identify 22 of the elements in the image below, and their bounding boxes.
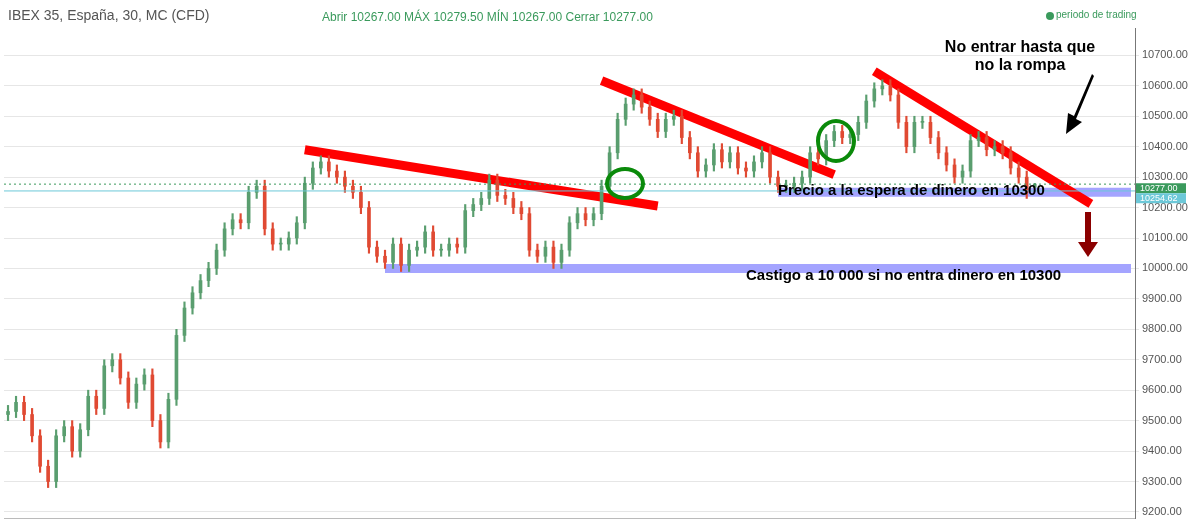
ref-line-label: 10277.00 xyxy=(1140,183,1178,194)
y-tick-label: 9400.00 xyxy=(1142,444,1182,457)
y-tick-label: 9800.00 xyxy=(1142,322,1182,335)
text: Abrir 10267.00 MÁX 10279.50 MÍN 10267.00 Cerrar 10277.00 xyxy=(322,10,653,24)
y-tick-label: 9900.00 xyxy=(1142,291,1182,304)
y-tick-label: 10300.00 xyxy=(1142,170,1188,183)
annotation: Precio a la espera de dinero en 10300 xyxy=(778,181,1045,198)
y-tick-label: 10700.00 xyxy=(1142,48,1188,61)
y-tick-label: 10600.00 xyxy=(1142,78,1188,91)
y-tick-label: 9500.00 xyxy=(1142,413,1182,426)
y-tick-label: 9700.00 xyxy=(1142,352,1182,365)
annotation: No entrar hasta que no la rompa xyxy=(943,38,1097,74)
annotation: Castigo a 10 000 si no entra dinero en 10300 xyxy=(746,266,1062,283)
y-tick-label: 10000.00 xyxy=(1142,261,1188,274)
text: periodo de trading xyxy=(1056,9,1137,20)
y-tick-label: 9200.00 xyxy=(1142,504,1182,517)
y-tick-label: 10500.00 xyxy=(1142,109,1188,122)
y-tick-label: 9600.00 xyxy=(1142,383,1182,396)
chart-title: IBEX 35, España, 30, MC (CFD) xyxy=(8,7,210,23)
y-tick-label: 10100.00 xyxy=(1142,231,1188,244)
y-tick-label: 9300.00 xyxy=(1142,474,1182,487)
y-tick-label: 10400.00 xyxy=(1142,139,1188,152)
